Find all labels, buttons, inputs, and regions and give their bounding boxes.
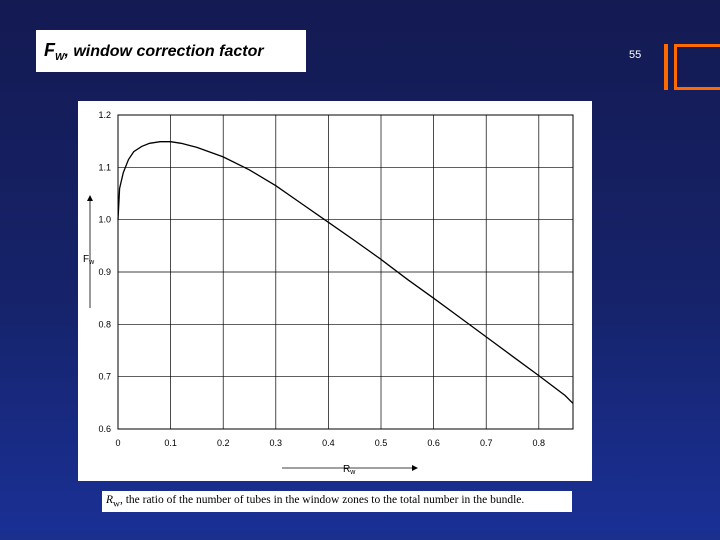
y-axis-label-main: F xyxy=(83,254,89,265)
y-axis-label: Fw xyxy=(83,254,95,266)
title-symbol: F xyxy=(44,40,55,60)
x-tick-label: 0.6 xyxy=(427,438,440,448)
x-axis-label-main: R xyxy=(343,464,350,475)
horizontal-gridlines xyxy=(118,114,573,430)
y-tick-label: 1.0 xyxy=(98,215,111,225)
x-tick-label: 0 xyxy=(115,438,120,448)
accent-bar xyxy=(664,44,668,90)
plot-frame xyxy=(117,114,574,430)
x-tick-label: 0.1 xyxy=(164,438,177,448)
x-tick-label: 0.7 xyxy=(480,438,493,448)
x-axis-arrowhead xyxy=(412,465,418,471)
title-subscript: W xyxy=(55,52,65,64)
x-axis-label: Rw xyxy=(343,464,356,476)
fw-chart: 0 0.1 0.2 0.3 0.4 0.5 0.6 0.7 0.8 0.6 0.7 0.8 0.9 1.… xyxy=(83,110,574,476)
x-tick-labels: 0 0.1 0.2 0.3 0.4 0.5 0.6 0.7 0.8 xyxy=(115,438,545,448)
accent-block xyxy=(674,44,720,90)
y-tick-label: 0.9 xyxy=(98,267,111,277)
title-text: , window correction factor xyxy=(64,43,264,60)
y-axis-arrowhead xyxy=(87,195,93,201)
y-tick-label: 0.6 xyxy=(98,424,111,434)
caption-subscript: w xyxy=(113,498,120,510)
x-tick-label: 0.8 xyxy=(533,438,546,448)
x-tick-label: 0.4 xyxy=(322,438,335,448)
y-tick-label: 1.1 xyxy=(98,162,111,172)
y-tick-label: 0.8 xyxy=(98,319,111,329)
y-tick-label: 0.7 xyxy=(98,372,111,382)
y-tick-labels: 0.6 0.7 0.8 0.9 1.0 1.1 1.2 xyxy=(98,110,111,434)
caption-text: , the ratio of the number of tubes in th… xyxy=(119,494,525,506)
footer-band xyxy=(0,531,720,540)
slide-title: FW, window correction factor xyxy=(36,30,306,72)
x-tick-label: 0.2 xyxy=(217,438,230,448)
page-number: 55 xyxy=(629,49,642,61)
x-tick-label: 0.5 xyxy=(375,438,388,448)
x-axis-label-sub: w xyxy=(349,469,356,476)
chart-panel: 0 0.1 0.2 0.3 0.4 0.5 0.6 0.7 0.8 0.6 0.7 0.8 0.9 1.… xyxy=(78,101,592,481)
caption-symbol: R xyxy=(106,494,114,506)
chart-caption: Rw, the ratio of the number of tubes in … xyxy=(102,491,572,512)
y-axis-label-sub: w xyxy=(88,259,95,266)
fw-curve xyxy=(117,141,574,404)
y-tick-label: 1.2 xyxy=(98,110,111,120)
x-tick-label: 0.3 xyxy=(270,438,283,448)
